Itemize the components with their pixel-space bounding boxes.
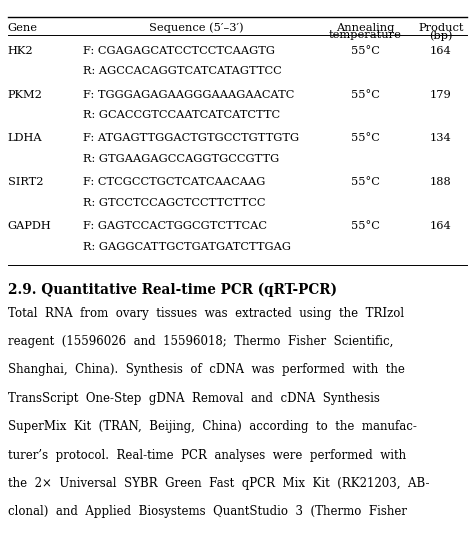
Text: 2.9. Quantitative Real-time PCR (qRT-PCR): 2.9. Quantitative Real-time PCR (qRT-PCR… bbox=[8, 283, 337, 297]
Text: GAPDH: GAPDH bbox=[8, 221, 51, 232]
Text: 188: 188 bbox=[430, 177, 452, 188]
Text: 179: 179 bbox=[430, 90, 452, 100]
Text: Shanghai,  China).  Synthesis  of  cDNA  was  performed  with  the: Shanghai, China). Synthesis of cDNA was … bbox=[8, 363, 404, 376]
Text: F: CTCGCCTGCTCATCAACAAG: F: CTCGCCTGCTCATCAACAAG bbox=[83, 177, 265, 188]
Text: TransScript  One-Step  gDNA  Removal  and  cDNA  Synthesis: TransScript One-Step gDNA Removal and cD… bbox=[8, 392, 380, 405]
Text: 55°C: 55°C bbox=[351, 221, 379, 232]
Text: F: GAGTCCACTGGCGTCTTCAC: F: GAGTCCACTGGCGTCTTCAC bbox=[83, 221, 267, 232]
Text: SIRT2: SIRT2 bbox=[8, 177, 43, 188]
Text: SuperMix  Kit  (TRAN,  Beijing,  China)  according  to  the  manufac-: SuperMix Kit (TRAN, Beijing, China) acco… bbox=[8, 420, 417, 433]
Text: R: GTGAAGAGCCAGGTGCCGTTG: R: GTGAAGAGCCAGGTGCCGTTG bbox=[83, 154, 279, 164]
Text: R: GCACCGTCCAATCATCATCTTC: R: GCACCGTCCAATCATCATCTTC bbox=[83, 110, 280, 120]
Text: temperature: temperature bbox=[328, 30, 401, 40]
Text: R: AGCCACAGGTCATCATAGTTCC: R: AGCCACAGGTCATCATAGTTCC bbox=[83, 66, 282, 76]
Text: R: GTCCTCCAGCTCCTTCTTCC: R: GTCCTCCAGCTCCTTCTTCC bbox=[83, 198, 265, 208]
Text: Sequence (5′–3′): Sequence (5′–3′) bbox=[149, 23, 244, 33]
Text: (bp): (bp) bbox=[429, 30, 453, 41]
Text: clonal)  and  Applied  Biosystems  QuantStudio  3  (Thermo  Fisher: clonal) and Applied Biosystems QuantStud… bbox=[8, 505, 407, 518]
Text: Product: Product bbox=[418, 23, 464, 33]
Text: 55°C: 55°C bbox=[351, 90, 379, 100]
Text: the  2×  Universal  SYBR  Green  Fast  qPCR  Mix  Kit  (RK21203,  AB-: the 2× Universal SYBR Green Fast qPCR Mi… bbox=[8, 477, 429, 490]
Text: 164: 164 bbox=[430, 221, 452, 232]
Text: 55°C: 55°C bbox=[351, 46, 379, 56]
Text: Gene: Gene bbox=[8, 23, 37, 33]
Text: F: ATGAGTTGGACTGTGCCTGTTGTG: F: ATGAGTTGGACTGTGCCTGTTGTG bbox=[83, 133, 299, 144]
Text: F: TGGGAGAGAAGGGAAAGAACATC: F: TGGGAGAGAAGGGAAAGAACATC bbox=[83, 90, 294, 100]
Text: R: GAGGCATTGCTGATGATCTTGAG: R: GAGGCATTGCTGATGATCTTGAG bbox=[83, 242, 291, 252]
Text: turer’s  protocol.  Real-time  PCR  analyses  were  performed  with: turer’s protocol. Real-time PCR analyses… bbox=[8, 449, 406, 461]
Text: LDHA: LDHA bbox=[8, 133, 42, 144]
Text: 134: 134 bbox=[430, 133, 452, 144]
Text: Annealing: Annealing bbox=[336, 23, 394, 33]
Text: 164: 164 bbox=[430, 46, 452, 56]
Text: reagent  (15596026  and  15596018;  Thermo  Fisher  Scientific,: reagent (15596026 and 15596018; Thermo F… bbox=[8, 335, 393, 348]
Text: 55°C: 55°C bbox=[351, 133, 379, 144]
Text: HK2: HK2 bbox=[8, 46, 33, 56]
Text: 55°C: 55°C bbox=[351, 177, 379, 188]
Text: F: CGAGAGCATCCTCCTCAAGTG: F: CGAGAGCATCCTCCTCAAGTG bbox=[83, 46, 275, 56]
Text: PKM2: PKM2 bbox=[8, 90, 43, 100]
Text: Total  RNA  from  ovary  tissues  was  extracted  using  the  TRIzol: Total RNA from ovary tissues was extract… bbox=[8, 307, 404, 319]
